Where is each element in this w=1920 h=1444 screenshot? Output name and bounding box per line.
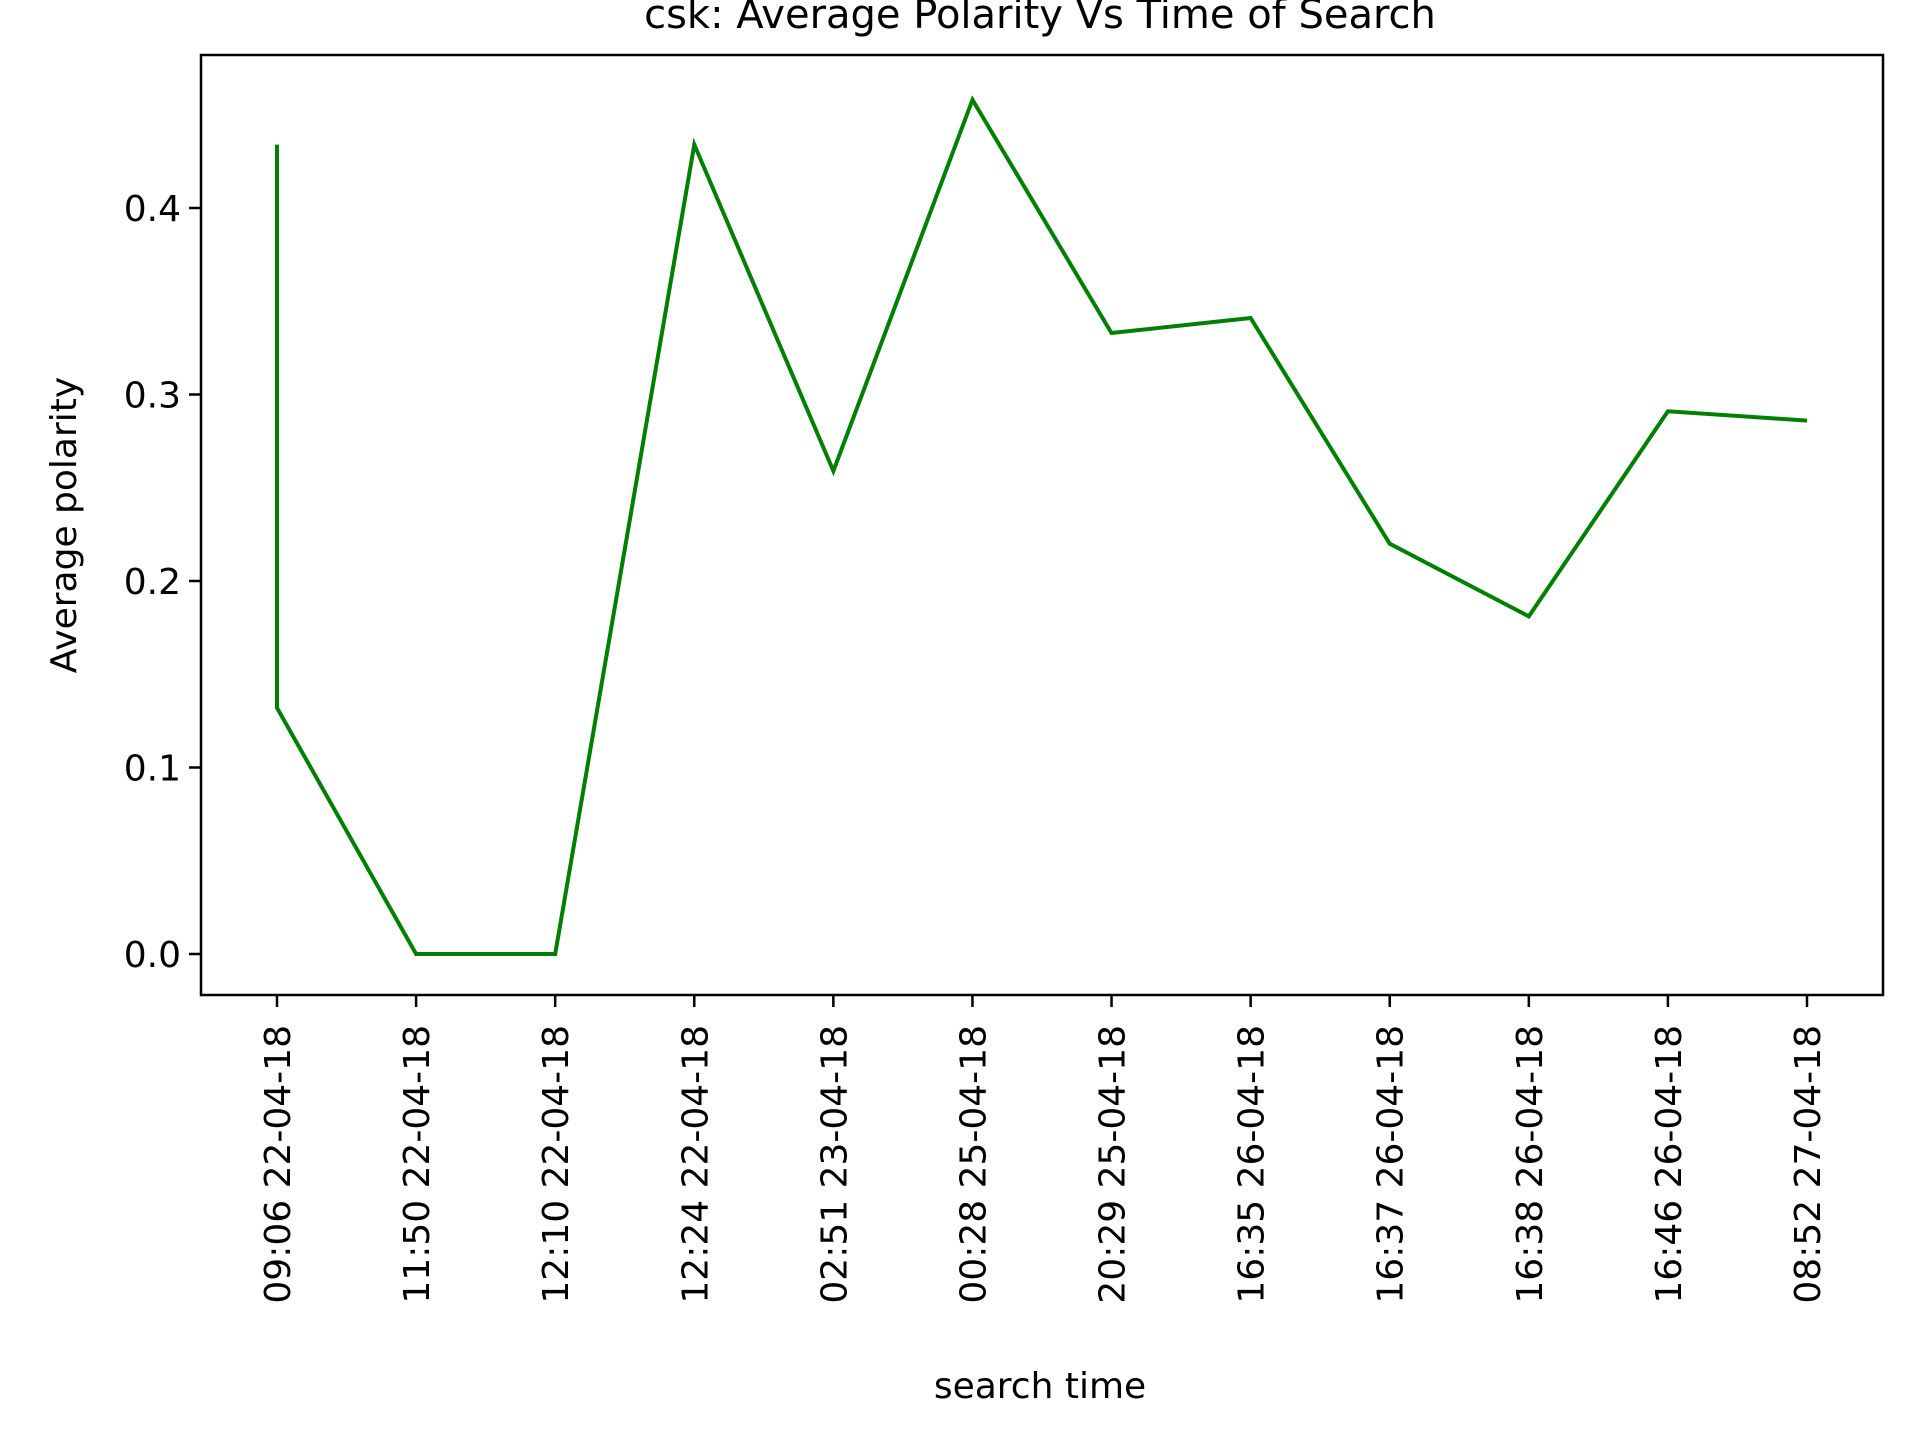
chart-title: csk: Average Polarity Vs Time of Search xyxy=(644,0,1436,38)
y-tick-label: 0.0 xyxy=(124,935,181,976)
x-tick-label: 12:24 22-04-18 xyxy=(675,1025,716,1304)
x-tick-label: 16:46 26-04-18 xyxy=(1649,1025,1690,1304)
x-tick-label: 16:35 26-04-18 xyxy=(1232,1025,1273,1304)
x-tick-label: 11:50 22-04-18 xyxy=(397,1025,438,1304)
plot-area xyxy=(275,95,1808,956)
x-tick-label: 16:38 26-04-18 xyxy=(1510,1025,1551,1304)
x-tick-label: 09:06 22-04-18 xyxy=(258,1025,299,1304)
y-axis-label: Average polarity xyxy=(44,377,85,673)
x-tick-label: 00:28 25-04-18 xyxy=(953,1025,994,1304)
x-axis: 09:06 22-04-18 11:50 22-04-18 12:10 22-04-… xyxy=(258,995,1829,1304)
y-tick-label: 0.1 xyxy=(124,749,181,790)
y-tick-label: 0.4 xyxy=(124,189,181,230)
x-axis-label: search time xyxy=(934,1366,1146,1407)
x-tick-label: 02:51 23-04-18 xyxy=(814,1025,855,1304)
series-line xyxy=(275,95,1808,956)
x-tick-label: 08:52 27-04-18 xyxy=(1788,1025,1829,1304)
y-tick-label: 0.3 xyxy=(124,376,181,417)
plot-frame xyxy=(199,53,1885,997)
x-tick-label: 16:37 26-04-18 xyxy=(1371,1025,1412,1304)
y-axis: 0.0 0.1 0.2 0.3 0.4 xyxy=(124,189,201,976)
x-tick-label: 20:29 25-04-18 xyxy=(1093,1025,1134,1304)
y-tick-label: 0.2 xyxy=(124,562,181,603)
x-tick-label: 12:10 22-04-18 xyxy=(536,1025,577,1304)
